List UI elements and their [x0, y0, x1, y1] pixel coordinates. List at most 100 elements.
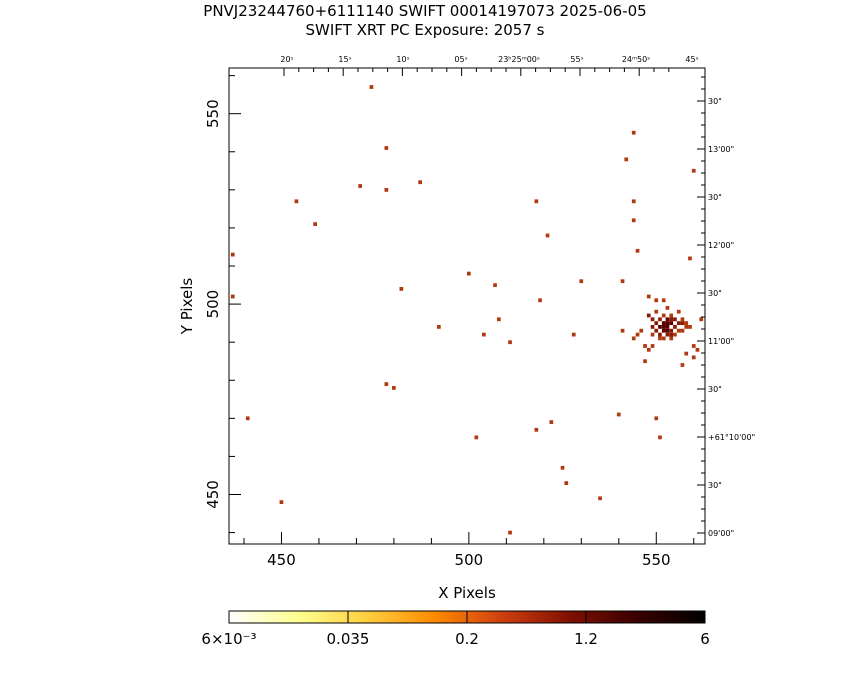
data-point [654, 309, 659, 314]
data-point [650, 317, 655, 322]
data-point [643, 359, 647, 364]
data-point [631, 336, 636, 341]
x-axis-label: X Pixels [438, 584, 496, 602]
data-point [245, 416, 250, 421]
data-point [646, 347, 651, 352]
ra-tick-label: 23ʰ25ᵐ00ˢ [498, 55, 540, 64]
data-point [665, 328, 670, 333]
data-point [646, 294, 651, 299]
data-point [699, 317, 704, 322]
data-point [598, 496, 602, 501]
data-point [635, 248, 640, 253]
photon-events [230, 85, 704, 535]
data-point [616, 412, 621, 417]
data-point [384, 146, 389, 150]
data-point [467, 271, 471, 276]
x-tick-label: 500 [455, 551, 484, 569]
data-point [579, 279, 584, 284]
data-point [676, 309, 681, 314]
data-point [669, 332, 674, 337]
data-point [508, 340, 512, 345]
data-point [673, 325, 677, 329]
data-point [669, 328, 674, 333]
colorbar: 6×10⁻³ 0.035 0.2 1.2 6 [201, 610, 710, 648]
data-point [684, 321, 689, 325]
data-point [665, 306, 670, 310]
data-point [418, 180, 422, 185]
data-point [658, 336, 662, 341]
data-point [624, 157, 629, 162]
dec-tick-label: 30" [708, 385, 722, 394]
data-point [650, 325, 655, 329]
dec-tick-label: 30" [708, 97, 722, 106]
data-point [691, 355, 696, 360]
data-point [676, 328, 681, 333]
data-point [571, 332, 576, 337]
data-point [691, 168, 696, 173]
data-point [384, 188, 389, 192]
data-point [493, 283, 497, 287]
data-point [313, 222, 317, 226]
data-point [230, 252, 235, 257]
dec-tick-label: 30" [708, 481, 722, 490]
data-point [620, 328, 625, 333]
colorbar-label: 6×10⁻³ [201, 630, 256, 648]
data-point [358, 184, 362, 188]
data-point [680, 363, 685, 367]
data-point [620, 279, 625, 284]
data-point [631, 199, 636, 204]
data-point [549, 420, 554, 424]
data-point [669, 336, 674, 341]
dec-tick-label: 11'00" [708, 337, 734, 346]
data-point [684, 325, 689, 329]
data-point [665, 317, 670, 322]
data-point [654, 328, 659, 333]
data-point [661, 325, 666, 329]
data-point [474, 435, 479, 440]
ra-tick-label: 15ˢ [338, 55, 351, 64]
data-point [661, 321, 666, 325]
data-point [497, 317, 501, 322]
colorbar-label: 0.035 [327, 630, 370, 648]
data-point [658, 325, 662, 329]
data-point [684, 351, 689, 356]
data-point [661, 336, 666, 341]
dec-tick-label: +61°10'00" [708, 433, 755, 442]
data-point [635, 332, 640, 337]
data-point [673, 317, 677, 322]
data-point [564, 481, 569, 485]
data-point [482, 332, 486, 337]
data-point [545, 233, 550, 238]
data-point [654, 298, 659, 303]
data-point [384, 382, 389, 386]
data-point [676, 321, 681, 325]
data-point [673, 332, 677, 337]
ra-tick-label: 24ᵐ50ˢ [622, 55, 650, 64]
data-point [654, 321, 659, 325]
y-tick-label: 500 [204, 290, 222, 319]
plot-frame [228, 67, 706, 545]
axes: 450 500 550 450 500 550 20ˢ 15ˢ 10ˢ 05ˢ 23ʰ25ᵐ00ˢ 5… [204, 55, 755, 569]
data-point [392, 386, 396, 390]
chart-subtitle: SWIFT XRT PC Exposure: 2057 s [305, 21, 545, 39]
data-point [230, 294, 235, 299]
dec-tick-label: 12'00" [708, 241, 734, 250]
data-point [508, 530, 512, 535]
data-point [534, 427, 539, 432]
chart-title: PNVJ23244760+6111140 SWIFT 00014197073 2… [203, 2, 647, 20]
data-point [669, 317, 674, 322]
data-point [534, 199, 539, 204]
data-point [695, 347, 700, 352]
data-point [669, 313, 674, 318]
y-tick-label: 450 [204, 480, 222, 509]
data-point [560, 465, 565, 470]
data-point [661, 328, 666, 333]
data-point [279, 500, 284, 504]
data-point [437, 325, 441, 329]
dec-tick-label: 09'00" [708, 529, 734, 538]
ra-tick-label: 55ˢ [570, 55, 583, 64]
data-point [294, 199, 299, 204]
data-point [665, 325, 670, 329]
data-point [665, 321, 670, 325]
ra-tick-label: 20ˢ [280, 55, 293, 64]
